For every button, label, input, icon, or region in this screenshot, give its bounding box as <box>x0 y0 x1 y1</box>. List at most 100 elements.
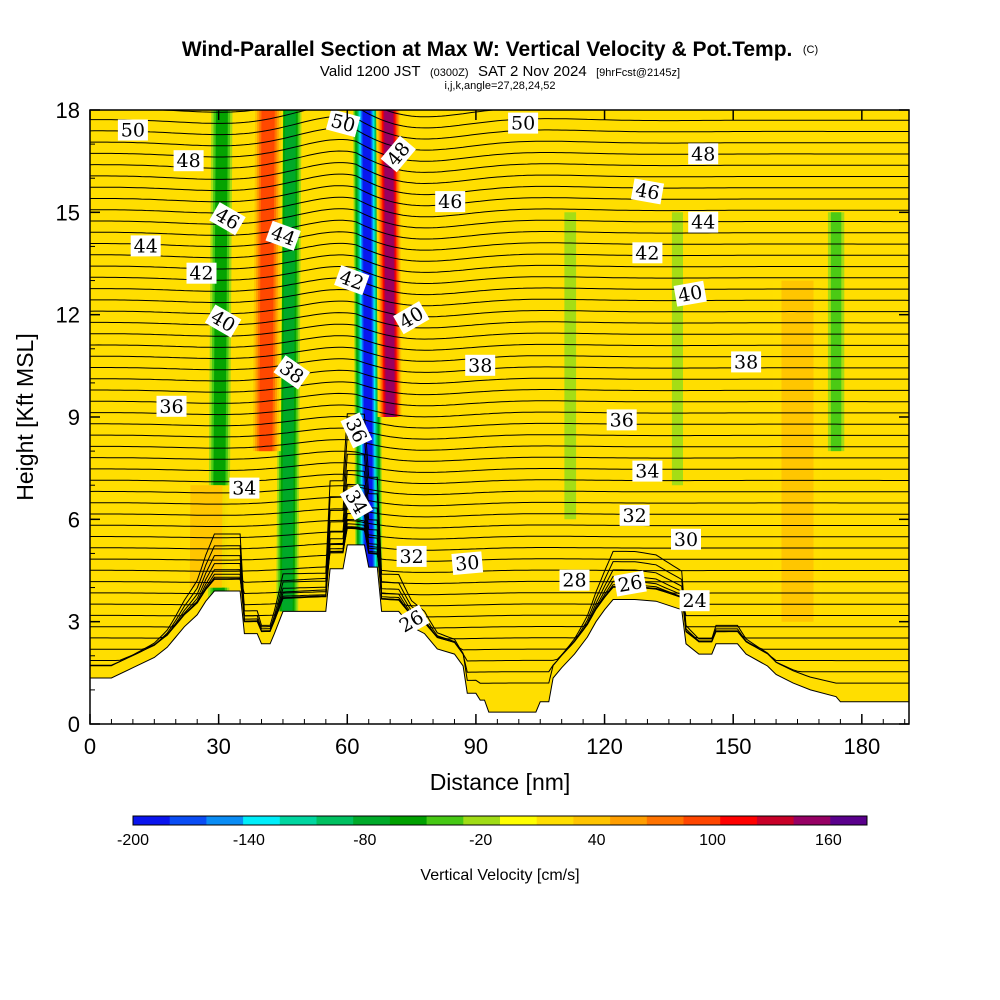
theta-contour-21 <box>90 439 909 451</box>
contour-label-box <box>613 570 647 597</box>
velocity-band-2-10 <box>362 110 373 568</box>
contour-label-box <box>204 304 242 338</box>
contour-label-text: 36 <box>159 396 183 418</box>
theta-contour-13 <box>90 526 909 540</box>
theta-contour-2 <box>90 453 909 662</box>
contour-label-16: 46 <box>435 191 466 213</box>
contour-label-box <box>173 150 204 172</box>
contour-label-24: 36 <box>606 409 637 431</box>
x-tick-label: 120 <box>586 734 623 759</box>
theta-contour-47 <box>90 139 909 162</box>
contour-label-text: 40 <box>676 281 704 307</box>
contour-label-1: 48 <box>173 150 204 172</box>
copyright-mark: (C) <box>803 44 818 56</box>
contour-label-text: 32 <box>400 546 424 568</box>
contour-label-box <box>632 460 663 482</box>
colorbar-swatch-19 <box>830 816 868 825</box>
colorbar-swatch-10 <box>500 816 538 825</box>
theta-contour-16 <box>90 496 909 507</box>
theta-contour-18 <box>90 473 909 484</box>
x-tick-label: 150 <box>715 734 752 759</box>
y-tick-label: 18 <box>56 98 80 123</box>
contour-label-0: 50 <box>117 119 148 142</box>
theta-contour-45 <box>90 162 909 185</box>
contour-label-text: 42 <box>189 263 213 285</box>
theta-contour-46 <box>90 150 909 173</box>
subtitle-zulu: (0300Z) <box>430 67 469 79</box>
colorbar-swatch-6 <box>353 816 391 825</box>
contour-label-box <box>673 280 707 307</box>
x-axis: 0 30 60 90 120 150 180 <box>84 110 906 759</box>
terrain <box>90 544 909 724</box>
contour-label-box <box>325 110 361 138</box>
colorbar-swatch-9 <box>463 816 501 825</box>
contour-label-20: 30 <box>451 551 484 576</box>
contour-label-text: 32 <box>623 505 647 527</box>
theta-contour-20 <box>90 450 909 462</box>
contour-label-box <box>606 409 637 431</box>
contour-label-box <box>451 551 484 575</box>
y-tick-label: 3 <box>68 610 80 635</box>
contour-label-text: 48 <box>691 143 715 165</box>
colorbar-swatch-16 <box>720 816 758 825</box>
contour-label-3: 44 <box>130 235 161 257</box>
theta-contour-26 <box>90 381 909 396</box>
contour-label-box <box>339 483 373 521</box>
subtitle-valid: Valid 1200 JST <box>320 63 421 80</box>
theta-contour-22 <box>90 427 909 440</box>
contour-label-box <box>265 220 301 251</box>
contour-label-box <box>632 242 663 264</box>
contour-label-29: 48 <box>688 143 719 165</box>
contour-label-19: 32 <box>396 545 427 568</box>
contour-label-text: 50 <box>511 113 535 135</box>
contour-label-18: 38 <box>465 354 496 377</box>
contour-label-text: 36 <box>610 409 634 431</box>
colorbar-swatch-13 <box>610 816 648 825</box>
colorbar-tick-label: -140 <box>233 832 265 849</box>
contour-label-text: 46 <box>634 179 662 205</box>
contour-label-9: 34 <box>229 477 260 500</box>
contour-label-box <box>465 354 496 376</box>
colorbar-tick-label: -80 <box>353 832 376 849</box>
subtitle-date: SAT 2 Nov 2024 <box>478 63 587 80</box>
theta-contour-34 <box>90 288 909 307</box>
contour-label-text: 48 <box>177 150 201 172</box>
theta-contour-36 <box>90 266 909 284</box>
theta-contour-4 <box>90 483 909 640</box>
velocity-band-7-2 <box>830 212 842 452</box>
colorbar-swatch-8 <box>426 816 464 825</box>
colorbar-tick-label: 100 <box>699 832 726 849</box>
contour-label-box <box>393 301 430 335</box>
contour-label-8: 36 <box>156 395 187 418</box>
theta-contour-50 <box>90 110 909 129</box>
colorbar-swatch-2 <box>206 816 244 825</box>
velocity-band-9-2 <box>189 485 223 588</box>
x-tick-label: 0 <box>84 734 96 759</box>
contour-label-5: 42 <box>186 262 217 285</box>
contour-label-box <box>380 135 417 173</box>
theta-contour-1 <box>90 434 909 673</box>
contour-label-33: 40 <box>673 280 707 307</box>
contour-label-text: 42 <box>635 242 659 264</box>
contour-label-box <box>619 504 650 526</box>
chart-title-line: Wind-Parallel Section at Max W: Vertical… <box>182 38 818 61</box>
contour-label-31: 44 <box>688 211 719 234</box>
contour-label-box <box>688 211 719 233</box>
subtitle-forecast: [9hrFcst@2145z] <box>596 67 680 79</box>
contour-label-text: 30 <box>674 529 698 551</box>
contour-label-text: 28 <box>562 570 586 592</box>
colorbar-swatch-18 <box>793 816 831 825</box>
contour-label-26: 32 <box>619 504 650 527</box>
contour-label-box <box>130 235 161 257</box>
contour-label-15: 40 <box>393 301 430 335</box>
colorbar-swatch-7 <box>389 816 428 825</box>
contour-label-text: 34 <box>635 461 659 483</box>
potential-temperature-contours <box>90 110 909 684</box>
chart-title: Wind-Parallel Section at Max W: Vertical… <box>182 38 793 61</box>
colorbar-tick-label: 40 <box>588 832 606 849</box>
contour-label-text: 26 <box>616 571 644 597</box>
contour-label-25: 34 <box>632 460 663 483</box>
